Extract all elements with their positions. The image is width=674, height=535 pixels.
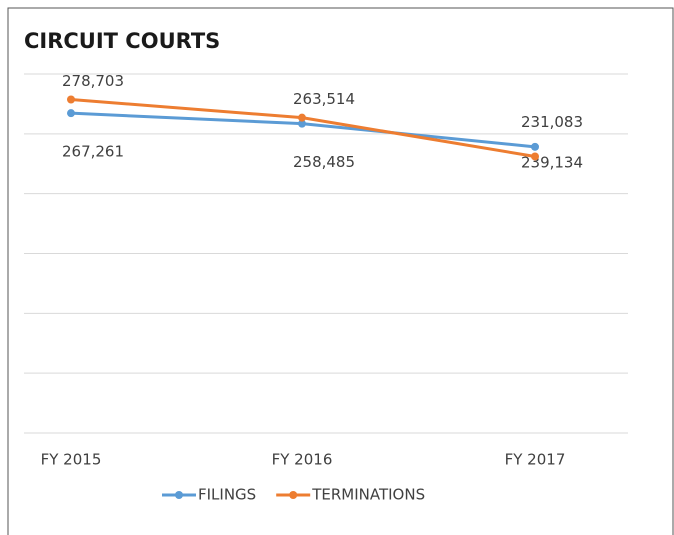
legend-marker (289, 491, 298, 499)
data-label: 258,485 (293, 153, 355, 171)
frame (7, 7, 674, 535)
legend-marker (175, 491, 183, 499)
legend-label: TERMINATIONS (311, 486, 425, 504)
x-tick-label: FY 2015 (41, 451, 102, 469)
point (531, 152, 539, 161)
x-tick-label: FY 2016 (272, 451, 333, 469)
data-label: 263,514 (293, 90, 355, 108)
point (298, 119, 306, 128)
chart-title: CIRCUIT COURTS (24, 29, 220, 53)
x-tick-label: FY 2017 (505, 451, 566, 469)
point (67, 109, 75, 118)
point (67, 95, 75, 104)
legend-label: FILINGS (198, 486, 256, 504)
point (298, 113, 306, 122)
data-label: 267,261 (62, 143, 124, 161)
point (531, 142, 539, 151)
data-label: 278,703 (62, 72, 124, 90)
data-label: 231,083 (521, 113, 583, 131)
